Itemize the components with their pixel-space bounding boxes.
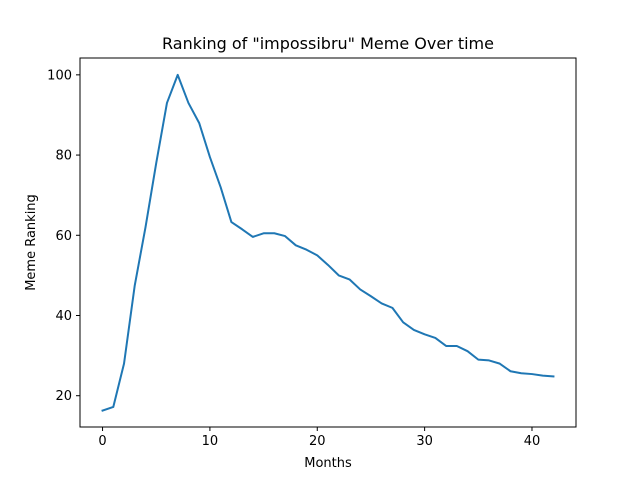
x-tick-label: 30 [416,434,433,449]
y-axis-label: Meme Ranking [24,194,39,291]
y-tick-label: 60 [55,229,72,244]
axes-frame [79,57,577,428]
x-tick-label: 0 [98,434,106,449]
y-tick-label: 100 [47,68,72,83]
y-tick-label: 80 [55,149,72,164]
y-tick-label: 20 [55,389,72,404]
x-axis-label: Months [304,456,352,471]
series-line [101,73,555,412]
plot-area [101,73,555,412]
chart-title: Ranking of "impossibru" Meme Over time [162,34,494,53]
y-tick-label: 40 [55,309,72,324]
x-tick-label: 20 [309,434,326,449]
x-tick-label: 10 [202,434,219,449]
x-tick-label: 40 [524,434,541,449]
